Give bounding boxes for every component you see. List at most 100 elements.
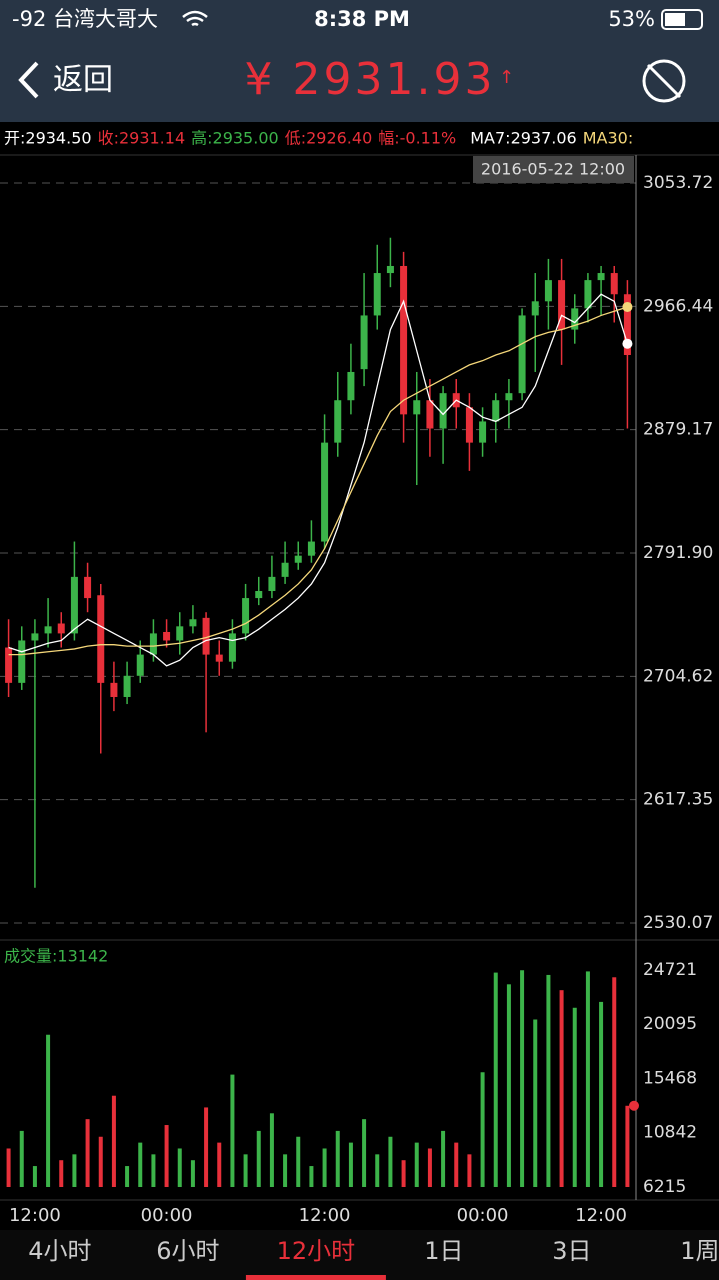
stat: 幅:-0.11%	[378, 129, 456, 148]
volume-bar	[217, 1142, 222, 1187]
y-tick-label: 2530.07	[643, 913, 713, 933]
carrier: -92 台湾大哥大	[12, 7, 158, 31]
volume-bar	[243, 1154, 248, 1187]
back-button[interactable]: 返回	[18, 61, 113, 99]
ma-line	[8, 293, 629, 667]
volume-bar	[111, 1095, 116, 1187]
candle-body	[479, 421, 487, 443]
stat: 开:2934.50	[4, 129, 92, 148]
ma-line	[8, 306, 628, 656]
candle-body	[334, 400, 342, 443]
x-tick-label: 12:00	[575, 1205, 627, 1226]
candle-body	[413, 400, 421, 415]
candle-body	[386, 265, 394, 274]
candle-body	[400, 265, 408, 415]
x-tick-label: 12:00	[9, 1205, 61, 1226]
volume-bar	[46, 1034, 51, 1187]
y-tick-label: 2791.90	[643, 543, 713, 563]
candle-body	[518, 315, 526, 394]
volume-bar	[98, 1136, 103, 1187]
y-tick-label: 10842	[643, 1123, 697, 1143]
volume-end-dot	[629, 1100, 639, 1111]
volume-bar	[72, 1154, 77, 1187]
volume-bar	[520, 970, 525, 1187]
volume-bar	[59, 1160, 64, 1187]
candle-body	[492, 400, 500, 422]
hide-icon[interactable]	[642, 59, 686, 103]
candle-body	[176, 626, 184, 641]
y-tick-label: 3053.72	[643, 173, 713, 193]
volume-bar	[335, 1130, 340, 1187]
back-label[interactable]: 返回	[53, 63, 113, 98]
volume-bar	[533, 1019, 538, 1187]
hide-button[interactable]	[642, 59, 686, 103]
candle-body	[373, 273, 381, 316]
volume-bar	[480, 1072, 485, 1187]
stat: MA30:	[583, 129, 634, 148]
volume-bar	[625, 1105, 630, 1187]
tab-underline	[245, 1275, 386, 1280]
volume-bar	[177, 1148, 182, 1187]
volume-bar	[125, 1166, 130, 1187]
x-tick-label: 12:00	[299, 1205, 351, 1226]
y-tick-label: 2879.17	[643, 420, 713, 440]
candle-body	[149, 633, 157, 655]
candle-body	[189, 619, 197, 627]
candle-body	[597, 273, 605, 281]
volume-bar	[230, 1074, 235, 1187]
candle-body	[97, 595, 105, 683]
stat: 高:2935.00	[191, 129, 279, 148]
tab[interactable]: 1日	[424, 1237, 463, 1265]
tab[interactable]: 1周	[680, 1237, 719, 1265]
tab[interactable]: 6小时	[156, 1237, 219, 1265]
battery-fill	[665, 13, 685, 26]
candle-body	[215, 654, 223, 662]
volume-bar	[348, 1142, 353, 1187]
candle-body	[439, 393, 447, 429]
crosshair-label: 2016-05-22 12:00	[481, 160, 625, 179]
volume-bar	[493, 972, 498, 1187]
volume-bar	[19, 1130, 24, 1187]
candle-body	[136, 654, 144, 676]
volume-bar	[309, 1166, 314, 1187]
volume-bar	[375, 1154, 380, 1187]
stat: 收:2931.14	[98, 129, 186, 148]
stat: MA7:2937.06	[470, 129, 576, 148]
volume-bar	[467, 1154, 472, 1187]
volume-bar	[441, 1130, 446, 1187]
candle-body	[347, 371, 355, 401]
y-tick-label: 2966.44	[643, 296, 713, 316]
x-tick-label: 00:00	[457, 1205, 509, 1226]
volume-bar	[151, 1154, 156, 1187]
top-bar-bg	[0, 0, 719, 122]
candle-body	[307, 541, 315, 556]
candle-body	[558, 280, 566, 330]
tab[interactable]: 3日	[552, 1237, 591, 1265]
volume-bar	[401, 1160, 406, 1187]
candle-body	[84, 576, 92, 599]
price: ¥ 2931.93	[245, 54, 496, 105]
volume-bar	[138, 1142, 143, 1187]
tab[interactable]: 12小时	[277, 1237, 356, 1265]
volume-bar	[269, 1113, 274, 1187]
clock: 8:38 PM	[314, 7, 410, 31]
wifi-icon	[182, 10, 208, 27]
candle-body	[281, 562, 289, 577]
tab[interactable]: 4小时	[28, 1237, 91, 1265]
candle-body	[18, 640, 26, 683]
volume-label: 成交量:13142	[4, 947, 108, 966]
y-tick-label: 24721	[643, 960, 697, 980]
volume-bar	[599, 1001, 604, 1187]
volume-bar	[190, 1160, 195, 1187]
y-tick-label: 6215	[643, 1177, 686, 1197]
volume-bar	[32, 1166, 37, 1187]
volume-bar	[506, 984, 511, 1187]
candle-body	[268, 576, 276, 592]
candle-body	[505, 393, 513, 401]
candle-body	[202, 617, 210, 655]
candle-body	[426, 400, 434, 429]
candle-body	[465, 407, 473, 443]
candle-body	[70, 576, 78, 634]
candle-body	[294, 555, 302, 563]
crosshair-label-bg	[473, 156, 634, 183]
